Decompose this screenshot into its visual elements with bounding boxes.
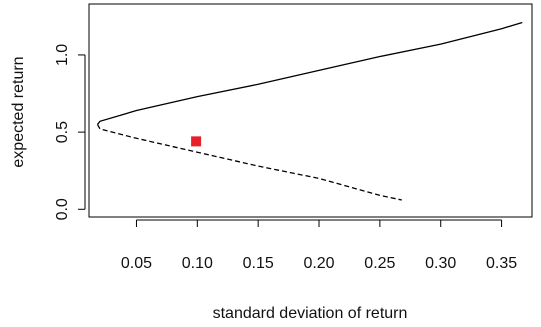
plot-frame bbox=[88, 3, 533, 218]
x-tick-label: 0.30 bbox=[425, 255, 456, 272]
series-layer bbox=[96, 21, 523, 201]
y-tick-label: 0.5 bbox=[54, 121, 71, 143]
x-tick-label: 0.20 bbox=[303, 255, 334, 272]
y-tick-label: 1.0 bbox=[54, 44, 71, 66]
x-tick-label: 0.10 bbox=[182, 255, 213, 272]
y-axis-title: expected return bbox=[10, 56, 27, 167]
y-axis: 0.0 0.5 1.0 bbox=[54, 44, 86, 220]
dashed-frontier-line bbox=[96, 124, 402, 201]
x-axis: 0.05 0.10 0.15 0.20 0.25 0.30 0.35 bbox=[121, 219, 517, 272]
x-tick-label: 0.05 bbox=[121, 255, 152, 272]
data-point-marker bbox=[191, 136, 202, 147]
solid-frontier-line bbox=[96, 21, 523, 125]
y-tick-label: 0.0 bbox=[54, 198, 71, 220]
x-tick-label: 0.35 bbox=[486, 255, 517, 272]
x-tick-label: 0.15 bbox=[243, 255, 274, 272]
x-axis-title: standard deviation of return bbox=[213, 305, 408, 322]
x-tick-label: 0.25 bbox=[364, 255, 395, 272]
